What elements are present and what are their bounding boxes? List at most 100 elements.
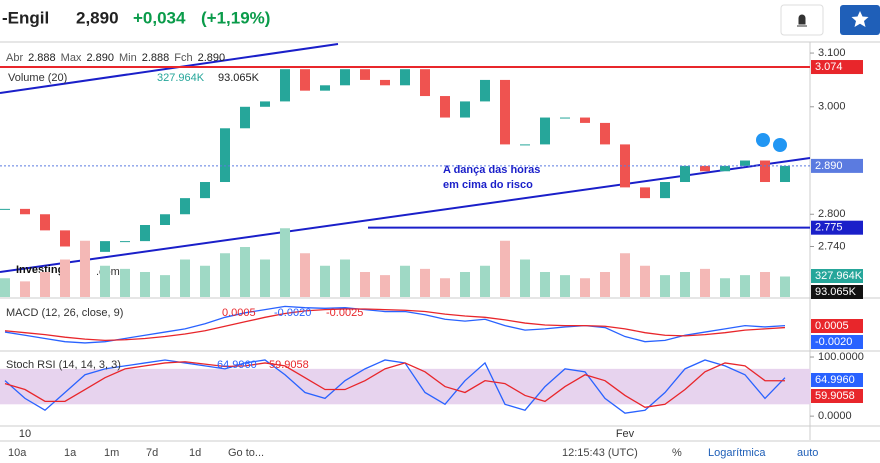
toolbar-item[interactable]: 10a [8, 447, 27, 459]
y-tick-label: 2.800 [818, 208, 846, 220]
dividend-marker[interactable] [756, 133, 770, 147]
legend-text: 327.964K [157, 72, 205, 84]
pane-title: MACD (12, 26, close, 9) [6, 307, 123, 319]
toolbar-item[interactable]: % [672, 447, 682, 459]
candle [480, 79, 490, 102]
candle [700, 165, 710, 172]
series-line [4, 305, 786, 344]
y-tick-label: 0.0000 [818, 410, 852, 422]
toolbar-item[interactable]: 7d [146, 447, 158, 459]
candle [740, 160, 750, 166]
volume-bar [680, 272, 690, 297]
volume-bar [640, 265, 650, 297]
price-tag-bg [811, 158, 863, 173]
change: +0,034 [133, 8, 186, 27]
candle [240, 106, 250, 129]
candle [60, 230, 70, 247]
indicator-tag: 64.9960 [815, 374, 855, 386]
volume-bar [600, 272, 610, 297]
candle [340, 69, 350, 86]
annotation: em cima do risco [443, 179, 533, 191]
legend-text: Abr [6, 52, 23, 64]
toolbar-item[interactable]: Go to... [228, 447, 264, 459]
candle [680, 165, 690, 183]
legend-text: -0.0025 [326, 307, 363, 319]
candle [200, 182, 210, 199]
volume-bar [440, 278, 450, 297]
candle [180, 198, 190, 215]
indicator-tag-bg [811, 319, 863, 333]
candle [420, 69, 430, 97]
volume-bar [420, 268, 430, 297]
volume-bar [20, 281, 30, 297]
candle [280, 69, 290, 102]
toolbar-item[interactable]: auto [797, 447, 818, 459]
candle [20, 208, 30, 215]
volume-bar [180, 259, 190, 297]
toolbar-item[interactable]: 1d [189, 447, 201, 459]
price-tag: 2.890 [815, 160, 843, 172]
y-tick-label: 2.740 [818, 240, 846, 252]
volume-bar [40, 272, 50, 297]
candle [720, 165, 730, 172]
volume-bar [520, 259, 530, 297]
legend-text: 2.888 [28, 52, 56, 64]
x-tick-label: 10 [19, 428, 31, 440]
volume-bar [480, 265, 490, 297]
candle [0, 208, 10, 210]
legend-text: 0.0005 [222, 307, 256, 319]
pane-title: Stoch RSI (14, 14, 3, 3) [6, 359, 121, 371]
indicator-tag-bg [811, 335, 863, 349]
volume-bar [300, 253, 310, 297]
volume-tag-bg [811, 269, 863, 283]
candle [460, 101, 470, 118]
candle [300, 69, 310, 91]
volume-bar [120, 268, 130, 297]
candle [100, 241, 110, 252]
volume-bar [660, 275, 670, 297]
x-tick-label: Fev [616, 428, 635, 440]
volume-bar [720, 278, 730, 297]
candle [580, 117, 590, 123]
toolbar-item[interactable]: Logarítmica [708, 447, 766, 459]
price-tag: 3.074 [815, 61, 843, 73]
legend-text: 2.888 [142, 52, 170, 64]
legend-text: Max [61, 52, 82, 64]
toolbar-item[interactable]: 1m [104, 447, 119, 459]
candle [380, 79, 390, 86]
candle [500, 79, 510, 145]
candle [140, 225, 150, 242]
volume-bar [140, 272, 150, 297]
volume-bar [540, 272, 550, 297]
price: 2,890 [76, 8, 119, 27]
legend-text: 2.890 [198, 52, 226, 64]
volume-bar [460, 272, 470, 297]
indicator-tag: 0.0005 [815, 320, 849, 332]
legend-text: 2.890 [86, 52, 114, 64]
candle [160, 214, 170, 225]
toolbar-item[interactable]: 1a [64, 447, 77, 459]
candle [780, 165, 790, 183]
symbol: -Engil [2, 8, 49, 27]
price-tag: 2.775 [815, 222, 843, 234]
series-line [4, 308, 786, 342]
volume-bar [60, 259, 70, 297]
band [0, 368, 810, 405]
legend-text: Fch [174, 52, 192, 64]
volume-bar [0, 278, 10, 297]
y-tick-label: 3.000 [818, 101, 846, 113]
indicator-tag-bg [811, 389, 863, 403]
volume-bar [740, 275, 750, 297]
volume-bar [200, 265, 210, 297]
bell-icon [797, 14, 807, 27]
candle [640, 187, 650, 199]
y-tick-label: 3.100 [818, 47, 846, 59]
candle [520, 144, 530, 146]
volume-bar [340, 259, 350, 297]
dividend-marker[interactable] [773, 138, 787, 152]
candle [40, 214, 50, 231]
logo: Investing [16, 264, 64, 276]
legend-text: -0.0020 [274, 307, 311, 319]
candle [600, 122, 610, 145]
